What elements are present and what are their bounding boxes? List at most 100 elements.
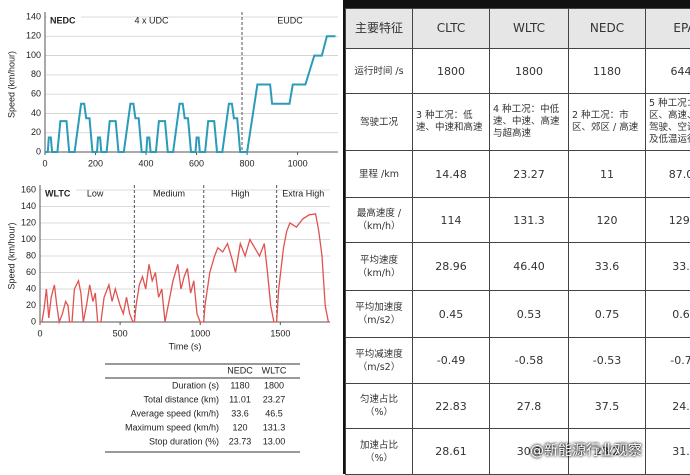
small-table-label: Maximum speed (km/h) (125, 422, 219, 432)
plot-area (40, 185, 330, 322)
y-tick-label: 140 (21, 201, 36, 211)
table-cell: 6449 (646, 49, 690, 94)
x-tick-label: 1500 (270, 328, 290, 338)
table-cell: 22.83 (413, 384, 490, 429)
header-cell: NEDC (569, 9, 646, 49)
y-tick-label: 0 (36, 146, 41, 156)
table-cell: 27.8 (490, 384, 569, 429)
y-tick-label: 20 (31, 127, 41, 137)
y-tick-label: 120 (26, 31, 41, 41)
small-table-cell: 46.5 (265, 408, 283, 418)
table-cell: -0.58 (490, 338, 569, 384)
small-table-header: NEDC (227, 365, 253, 375)
small-table-header: WLTC (262, 365, 287, 375)
x-tick-label: 1000 (288, 158, 308, 168)
table-cell: 87.04 (646, 151, 690, 198)
row-label: 平均减速度（m/s2） (346, 338, 413, 384)
table-cell: 5 种工况：市区、高速、激烈驾驶、空调使用及低温运行 (646, 94, 690, 151)
small-table-cell: 23.73 (229, 436, 252, 446)
row-label: 最高速度 /（km/h） (346, 198, 413, 243)
y-axis-label: Speed (km/hour) (6, 222, 16, 289)
table-cell: 1800 (490, 49, 569, 94)
small-table-cell: 131.3 (263, 422, 286, 432)
x-tick-label: 0 (37, 328, 42, 338)
table-cell: 114 (413, 198, 490, 243)
x-tick-label: 800 (240, 158, 255, 168)
table-cell: 37.5 (569, 384, 646, 429)
phase-label: High (231, 188, 250, 198)
table-cell: -0.53 (569, 338, 646, 384)
small-table-cell: 120 (232, 422, 247, 432)
y-tick-label: 80 (31, 69, 41, 79)
y-tick-label: 60 (26, 267, 36, 277)
phase-label: Medium (153, 188, 185, 198)
row-label: 里程 /km (346, 151, 413, 198)
comparison-table: 主要特征CLTCWLTCNEDCEPA运行时间 /s18001800118064… (345, 8, 690, 475)
table-row: 平均加速度（m/s2）0.450.530.750.62 (346, 291, 690, 338)
table-cell: 1180 (569, 49, 646, 94)
table-panel: 主要特征CLTCWLTCNEDCEPA运行时间 /s18001800118064… (343, 0, 690, 474)
chart-title: NEDC (50, 15, 76, 25)
row-label: 加速占比（%） (346, 429, 413, 475)
watermark: @新能源行业观察 (530, 440, 642, 460)
table-cell: 2 种工况：市区、郊区 / 高速 (569, 94, 646, 151)
table-cell: 31.1 (646, 429, 690, 475)
table-cell: 46.40 (490, 243, 569, 291)
y-tick-label: 140 (26, 11, 41, 21)
x-tick-label: 0 (42, 158, 47, 168)
header-cell: 主要特征 (346, 9, 413, 49)
row-label: 平均加速度（m/s2） (346, 291, 413, 338)
table-cell: 4 种工况：中低速、中速、高速与超高速 (490, 94, 569, 151)
x-tick-label: 200 (88, 158, 103, 168)
table-cell: 33.9 (646, 243, 690, 291)
phase-label: 4 x UDC (135, 15, 170, 25)
y-tick-label: 20 (26, 300, 36, 310)
small-table-cell: 1800 (264, 380, 284, 390)
x-tick-label: 600 (189, 158, 204, 168)
row-label: 匀速占比（%） (346, 384, 413, 429)
table-cell: 28.61 (413, 429, 490, 475)
y-tick-label: 40 (26, 283, 36, 293)
table-cell: 0.45 (413, 291, 490, 338)
y-tick-label: 100 (21, 234, 36, 244)
y-tick-label: 100 (26, 50, 41, 60)
table-cell: 11 (569, 151, 646, 198)
small-table-label: Duration (s) (172, 380, 219, 390)
x-tick-label: 400 (139, 158, 154, 168)
y-tick-label: 40 (31, 108, 41, 118)
table-cell: 0.62 (646, 291, 690, 338)
table-cell: -0.49 (413, 338, 490, 384)
row-label: 运行时间 /s (346, 49, 413, 94)
small-table-label: Average speed (km/h) (131, 408, 219, 418)
table-row: 运行时间 /s1800180011806449 (346, 49, 690, 94)
small-table-cell: 1180 (230, 380, 249, 390)
phase-label: Low (87, 188, 104, 198)
table-cell: -0.71 (646, 338, 690, 384)
chart-title: WLTC (45, 188, 71, 198)
header-cell: CLTC (413, 9, 490, 49)
table-cell: 0.53 (490, 291, 569, 338)
small-table-cell: 13.00 (263, 436, 286, 446)
small-table-cell: 11.01 (229, 394, 251, 404)
y-axis-label: Speed (km/hour) (6, 51, 16, 118)
header-cell: WLTC (490, 9, 569, 49)
phase-label: Extra High (282, 188, 324, 198)
table-cell: 0.75 (569, 291, 646, 338)
y-tick-label: 80 (26, 250, 36, 260)
small-table-cell: 33.6 (231, 408, 249, 418)
small-table-cell: 23.27 (263, 394, 286, 404)
row-label: 驾驶工况 (346, 94, 413, 151)
x-tick-label: 1000 (190, 328, 210, 338)
small-table-label: Stop duration (%) (149, 436, 219, 446)
plot-area (45, 12, 338, 152)
y-tick-label: 60 (31, 89, 41, 99)
table-cell: 14.48 (413, 151, 490, 198)
y-tick-label: 120 (21, 217, 36, 227)
